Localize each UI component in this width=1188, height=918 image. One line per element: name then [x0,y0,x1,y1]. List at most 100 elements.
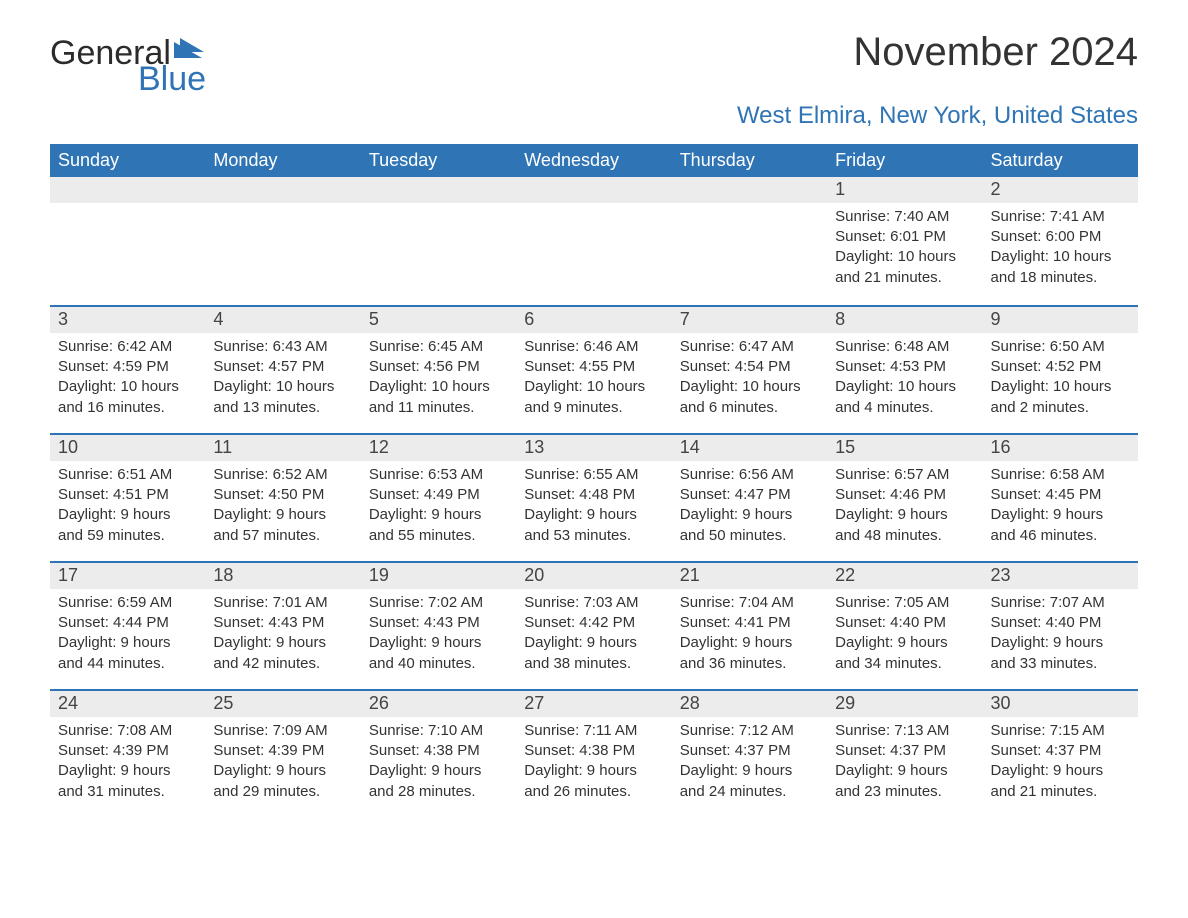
day-number [205,177,360,203]
day-details: Sunrise: 6:56 AMSunset: 4:47 PMDaylight:… [672,461,827,554]
sunset-line: Sunset: 4:50 PM [213,485,352,505]
day-details: Sunrise: 7:41 AMSunset: 6:00 PMDaylight:… [983,203,1138,296]
header: General Blue November 2024 [50,30,1138,96]
sunrise-line: Sunrise: 6:59 AM [58,593,197,613]
sunset-line: Sunset: 4:41 PM [680,613,819,633]
calendar-cell: 13Sunrise: 6:55 AMSunset: 4:48 PMDayligh… [516,433,671,561]
day-details: Sunrise: 6:48 AMSunset: 4:53 PMDaylight:… [827,333,982,426]
daylight-line: Daylight: 9 hours and 59 minutes. [58,505,197,546]
dayname-header: Monday [205,144,360,177]
calendar-cell: 18Sunrise: 7:01 AMSunset: 4:43 PMDayligh… [205,561,360,689]
day-number: 23 [983,561,1138,589]
day-number: 18 [205,561,360,589]
calendar-cell: 25Sunrise: 7:09 AMSunset: 4:39 PMDayligh… [205,689,360,817]
daylight-line: Daylight: 9 hours and 26 minutes. [524,761,663,802]
sunset-line: Sunset: 4:43 PM [213,613,352,633]
sunset-line: Sunset: 4:46 PM [835,485,974,505]
day-details: Sunrise: 6:43 AMSunset: 4:57 PMDaylight:… [205,333,360,426]
day-details: Sunrise: 6:53 AMSunset: 4:49 PMDaylight:… [361,461,516,554]
sunset-line: Sunset: 4:39 PM [213,741,352,761]
calendar-cell: 9Sunrise: 6:50 AMSunset: 4:52 PMDaylight… [983,305,1138,433]
daylight-line: Daylight: 9 hours and 57 minutes. [213,505,352,546]
day-number: 2 [983,177,1138,203]
calendar-cell: 7Sunrise: 6:47 AMSunset: 4:54 PMDaylight… [672,305,827,433]
calendar-cell [50,177,205,305]
day-number [672,177,827,203]
day-number: 25 [205,689,360,717]
daylight-line: Daylight: 9 hours and 50 minutes. [680,505,819,546]
sunset-line: Sunset: 4:56 PM [369,357,508,377]
day-details: Sunrise: 7:11 AMSunset: 4:38 PMDaylight:… [516,717,671,810]
daylight-line: Daylight: 9 hours and 33 minutes. [991,633,1130,674]
day-number: 19 [361,561,516,589]
calendar-table: SundayMondayTuesdayWednesdayThursdayFrid… [50,144,1138,817]
sunrise-line: Sunrise: 6:50 AM [991,337,1130,357]
daylight-line: Daylight: 9 hours and 34 minutes. [835,633,974,674]
sunrise-line: Sunrise: 6:43 AM [213,337,352,357]
sunset-line: Sunset: 4:38 PM [369,741,508,761]
day-number: 22 [827,561,982,589]
calendar-cell: 19Sunrise: 7:02 AMSunset: 4:43 PMDayligh… [361,561,516,689]
sunset-line: Sunset: 4:40 PM [835,613,974,633]
sunrise-line: Sunrise: 7:07 AM [991,593,1130,613]
daylight-line: Daylight: 9 hours and 36 minutes. [680,633,819,674]
sunset-line: Sunset: 4:38 PM [524,741,663,761]
sunset-line: Sunset: 4:54 PM [680,357,819,377]
daylight-line: Daylight: 9 hours and 38 minutes. [524,633,663,674]
sunrise-line: Sunrise: 7:05 AM [835,593,974,613]
calendar-cell: 2Sunrise: 7:41 AMSunset: 6:00 PMDaylight… [983,177,1138,305]
calendar-cell [361,177,516,305]
day-number: 27 [516,689,671,717]
sunrise-line: Sunrise: 6:46 AM [524,337,663,357]
calendar-cell: 4Sunrise: 6:43 AMSunset: 4:57 PMDaylight… [205,305,360,433]
dayname-header: Tuesday [361,144,516,177]
sunset-line: Sunset: 4:49 PM [369,485,508,505]
calendar-cell: 16Sunrise: 6:58 AMSunset: 4:45 PMDayligh… [983,433,1138,561]
sunrise-line: Sunrise: 7:15 AM [991,721,1130,741]
daylight-line: Daylight: 9 hours and 48 minutes. [835,505,974,546]
day-number [361,177,516,203]
calendar-cell: 10Sunrise: 6:51 AMSunset: 4:51 PMDayligh… [50,433,205,561]
day-number: 30 [983,689,1138,717]
day-details: Sunrise: 7:08 AMSunset: 4:39 PMDaylight:… [50,717,205,810]
sunset-line: Sunset: 4:48 PM [524,485,663,505]
sunset-line: Sunset: 4:37 PM [680,741,819,761]
calendar-cell: 29Sunrise: 7:13 AMSunset: 4:37 PMDayligh… [827,689,982,817]
daylight-line: Daylight: 10 hours and 21 minutes. [835,247,974,288]
sunrise-line: Sunrise: 6:58 AM [991,465,1130,485]
daylight-line: Daylight: 9 hours and 44 minutes. [58,633,197,674]
day-details: Sunrise: 7:40 AMSunset: 6:01 PMDaylight:… [827,203,982,296]
day-details: Sunrise: 6:45 AMSunset: 4:56 PMDaylight:… [361,333,516,426]
calendar-cell: 24Sunrise: 7:08 AMSunset: 4:39 PMDayligh… [50,689,205,817]
calendar-cell: 27Sunrise: 7:11 AMSunset: 4:38 PMDayligh… [516,689,671,817]
sunset-line: Sunset: 4:53 PM [835,357,974,377]
day-number: 12 [361,433,516,461]
day-number: 10 [50,433,205,461]
day-number: 11 [205,433,360,461]
day-number: 7 [672,305,827,333]
day-number: 20 [516,561,671,589]
sunset-line: Sunset: 4:52 PM [991,357,1130,377]
day-number: 5 [361,305,516,333]
dayname-row: SundayMondayTuesdayWednesdayThursdayFrid… [50,144,1138,177]
day-details: Sunrise: 7:03 AMSunset: 4:42 PMDaylight:… [516,589,671,682]
day-number: 3 [50,305,205,333]
calendar-cell: 28Sunrise: 7:12 AMSunset: 4:37 PMDayligh… [672,689,827,817]
sunrise-line: Sunrise: 7:02 AM [369,593,508,613]
sunset-line: Sunset: 4:42 PM [524,613,663,633]
sunrise-line: Sunrise: 6:56 AM [680,465,819,485]
day-details: Sunrise: 7:07 AMSunset: 4:40 PMDaylight:… [983,589,1138,682]
day-number: 13 [516,433,671,461]
sunset-line: Sunset: 4:43 PM [369,613,508,633]
sunrise-line: Sunrise: 7:40 AM [835,207,974,227]
day-number [50,177,205,203]
day-number: 14 [672,433,827,461]
daylight-line: Daylight: 9 hours and 28 minutes. [369,761,508,802]
daylight-line: Daylight: 10 hours and 9 minutes. [524,377,663,418]
daylight-line: Daylight: 9 hours and 42 minutes. [213,633,352,674]
day-number: 4 [205,305,360,333]
daylight-line: Daylight: 10 hours and 6 minutes. [680,377,819,418]
daylight-line: Daylight: 10 hours and 18 minutes. [991,247,1130,288]
sunset-line: Sunset: 4:39 PM [58,741,197,761]
day-details: Sunrise: 7:13 AMSunset: 4:37 PMDaylight:… [827,717,982,810]
